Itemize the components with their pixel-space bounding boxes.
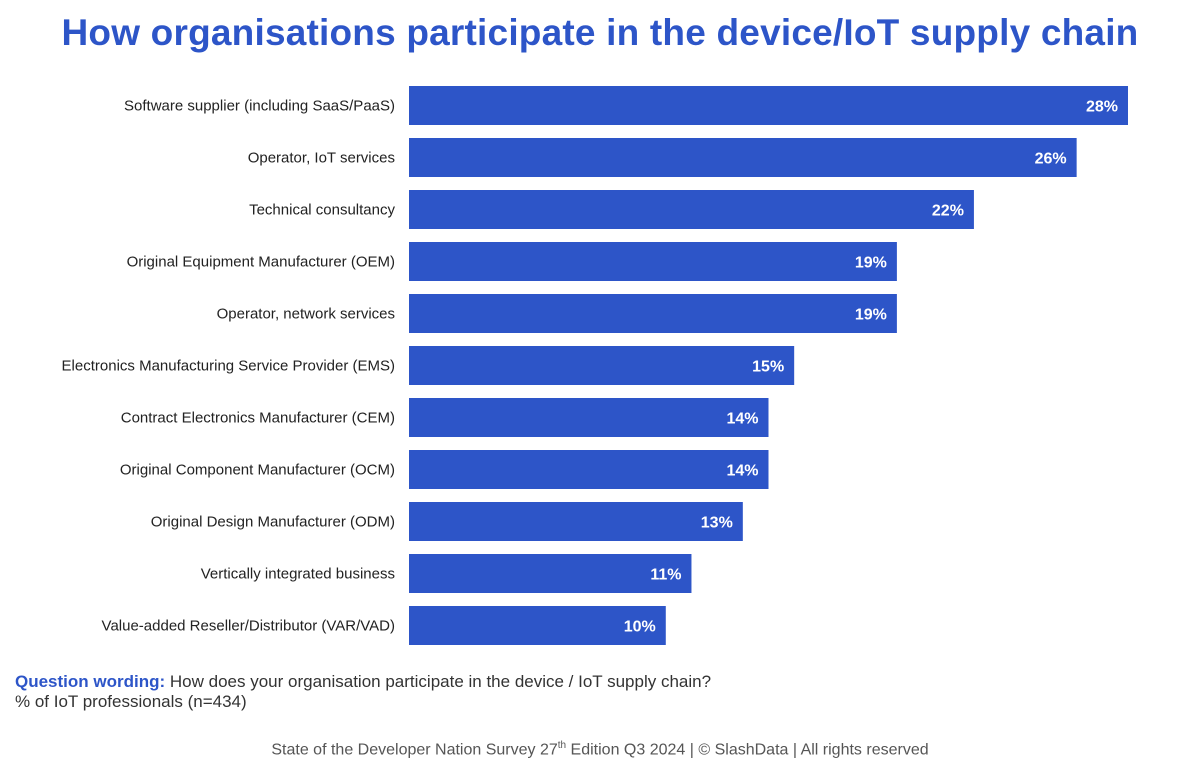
- category-label: Operator, IoT services: [248, 150, 395, 167]
- bar-3: [409, 190, 974, 229]
- bar-9: [409, 502, 743, 541]
- bar-8: [409, 450, 769, 489]
- question-label: Question wording:: [15, 672, 166, 691]
- bar-5: [409, 294, 897, 333]
- value-label: 15%: [752, 359, 784, 376]
- value-label: 14%: [726, 411, 758, 428]
- category-label: Operator, network services: [217, 306, 395, 323]
- question-base: % of IoT professionals (n=434): [15, 692, 247, 711]
- question-line: Question wording: How does your organisa…: [15, 672, 711, 692]
- category-label: Original Equipment Manufacturer (OEM): [127, 254, 395, 271]
- bar-7: [409, 398, 769, 437]
- category-label: Vertically integrated business: [201, 566, 395, 583]
- bars-group: Software supplier (including SaaS/PaaS) 2…: [62, 86, 1128, 645]
- bar-11: [409, 606, 666, 645]
- footer-sup: th: [557, 740, 567, 751]
- bar-4: [409, 242, 897, 281]
- question-wording: Question wording: How does your organisa…: [15, 672, 711, 712]
- category-label: Electronics Manufacturing Service Provid…: [62, 358, 395, 375]
- bar-6: [409, 346, 795, 385]
- bar-10: [409, 554, 692, 593]
- value-label: 11%: [650, 567, 681, 584]
- value-label: 13%: [701, 515, 733, 532]
- value-label: 10%: [624, 619, 656, 636]
- value-label: 28%: [1086, 99, 1118, 116]
- bar-1: [409, 86, 1128, 125]
- category-label: Contract Electronics Manufacturer (CEM): [121, 410, 395, 427]
- footer-credit: State of the Developer Nation Survey 27t…: [0, 740, 1200, 759]
- value-label: 22%: [932, 203, 964, 220]
- category-label: Original Design Manufacturer (ODM): [151, 514, 395, 531]
- value-label: 14%: [726, 463, 758, 480]
- category-label: Original Component Manufacturer (OCM): [120, 462, 395, 479]
- value-label: 19%: [855, 255, 887, 272]
- footer-post: Edition Q3 2024 | © SlashData | All righ…: [566, 741, 929, 759]
- category-label: Value-added Reseller/Distributor (VAR/VA…: [102, 618, 395, 635]
- value-label: 26%: [1035, 151, 1067, 168]
- category-label: Software supplier (including SaaS/PaaS): [124, 98, 395, 115]
- chart-title: How organisations participate in the dev…: [61, 12, 1139, 53]
- category-label: Technical consultancy: [249, 202, 395, 219]
- footer-pre: State of the Developer Nation Survey 27: [271, 741, 558, 759]
- bar-2: [409, 138, 1077, 177]
- question-text: How does your organisation participate i…: [169, 672, 712, 691]
- value-label: 19%: [855, 307, 887, 324]
